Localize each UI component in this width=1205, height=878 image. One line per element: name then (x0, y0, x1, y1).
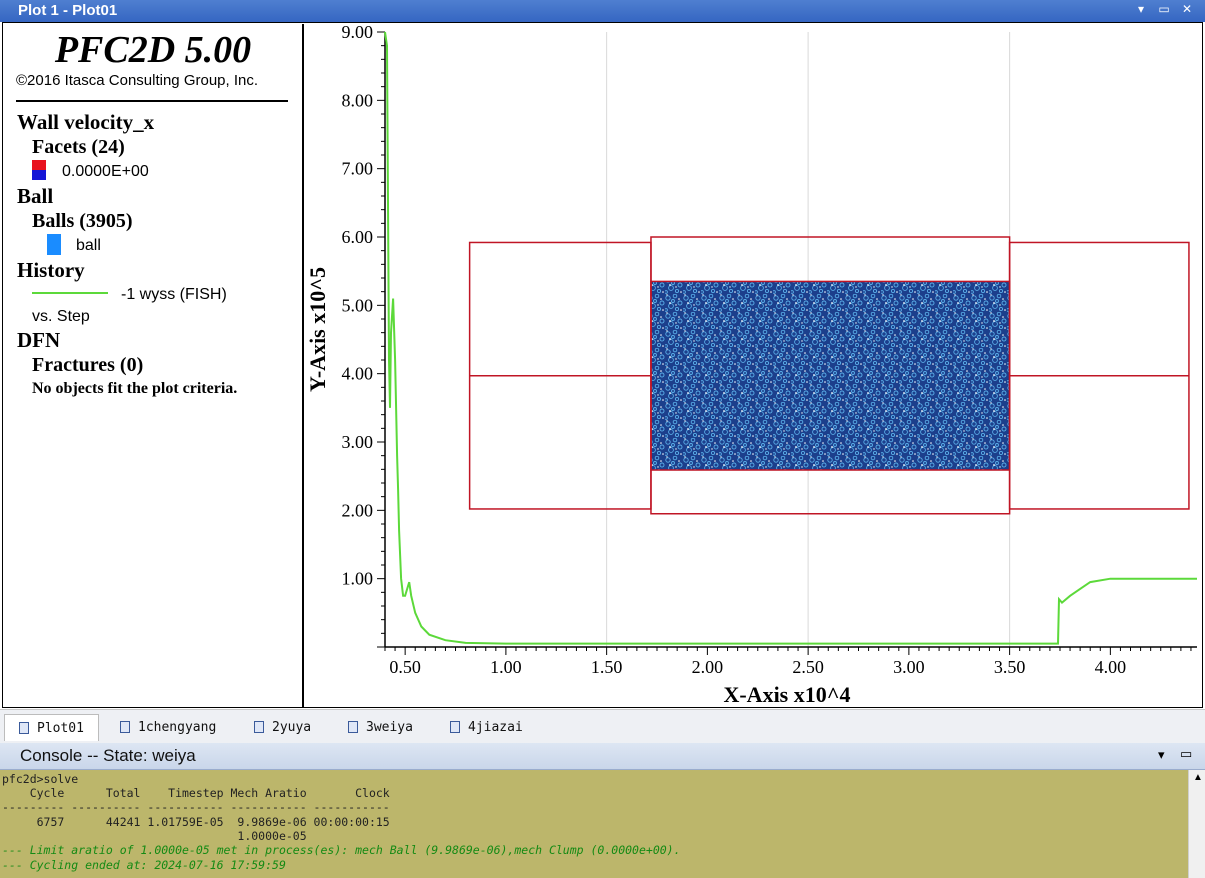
x-tick-label: 2.00 (692, 657, 724, 677)
scroll-up-icon[interactable]: ▲ (1193, 772, 1203, 783)
tab-2yuya[interactable]: 2yuya (240, 714, 325, 740)
history-series-line (384, 31, 1197, 645)
document-icon (450, 721, 460, 733)
copyright-text: ©2016 Itasca Consulting Group, Inc. (16, 72, 259, 89)
y-tick-label: 7.00 (342, 159, 374, 179)
console-scrollbar[interactable]: ▲ (1188, 770, 1205, 878)
chart-svg[interactable]: 0.50 1.00 1.50 2.00 2.50 3.00 3.50 4.00 1.00 2.00… (305, 24, 1202, 707)
window-titlebar: Plot 1 - Plot01 ▾ ▭ ✕ (0, 0, 1205, 22)
console-header: Console -- State: weiya ▾ ▭ (0, 743, 1205, 770)
document-icon (348, 721, 358, 733)
plot-tab-bar: Plot01 1chengyang 2yuya 3weiya 4jiazai (0, 709, 1205, 744)
y-tick-label: 1.00 (342, 569, 374, 589)
x-tick-label: 2.50 (792, 657, 824, 677)
tab-1chengyang[interactable]: 1chengyang (106, 714, 230, 740)
fractures-label: Fractures (0) (32, 354, 144, 376)
facet-color-swatch (32, 160, 46, 180)
x-tick-label: 1.00 (490, 657, 522, 677)
tab-label: 4jiazai (468, 719, 523, 735)
ball-heading: Ball (17, 184, 54, 208)
y-tick-label: 8.00 (342, 90, 374, 110)
wall-velocity-heading: Wall velocity_x (17, 110, 155, 134)
history-heading: History (17, 258, 85, 282)
console-line: --- Limit aratio of 1.0000e-05 met in pr… (2, 843, 681, 857)
tab-plot01[interactable]: Plot01 (4, 714, 99, 741)
close-icon[interactable]: ✕ (1181, 2, 1193, 16)
dropdown-arrow-icon[interactable]: ▾ (1158, 747, 1165, 762)
history-line-swatch (32, 292, 108, 294)
ball-color-swatch (47, 234, 61, 255)
x-tick-label: 0.50 (389, 657, 421, 677)
x-tick-label: 4.00 (1095, 657, 1127, 677)
fractures-note: No objects fit the plot criteria. (32, 380, 238, 397)
tab-label: 1chengyang (138, 719, 217, 735)
plot-area[interactable]: 0.50 1.00 1.50 2.00 2.50 3.00 3.50 4.00 1.00 2.00… (305, 24, 1202, 707)
window-title: Plot 1 - Plot01 (18, 2, 118, 19)
console-line: Cycle Total Timestep Mech Aratio Clock (2, 786, 390, 800)
document-icon (254, 721, 264, 733)
console-line: 1.0000e-05 (2, 829, 307, 843)
document-icon (120, 721, 130, 733)
x-tick-label: 3.00 (893, 657, 925, 677)
x-tick-label: 3.50 (994, 657, 1026, 677)
console-line: --------- ---------- ----------- -------… (2, 800, 390, 814)
dropdown-arrow-icon[interactable]: ▾ (1137, 2, 1145, 16)
y-tick-label: 9.00 (342, 24, 374, 42)
facets-label: Facets (24) (32, 136, 125, 158)
console-line: 6757 44241 1.01759E-05 9.9869e-06 00:00:… (2, 815, 390, 829)
tab-3weiya[interactable]: 3weiya (334, 714, 427, 740)
x-axis-title: X-Axis x10^4 (723, 682, 850, 707)
y-tick-label: 2.00 (342, 500, 374, 520)
plot-tab-icon (19, 722, 29, 734)
y-tick-label: 4.00 (342, 364, 374, 384)
console-line: --- Cycling ended at: 2024-07-16 17:59:5… (2, 858, 286, 872)
ball-item-label: ball (76, 237, 101, 254)
tab-4jiazai[interactable]: 4jiazai (436, 714, 537, 740)
dfn-heading: DFN (17, 328, 61, 352)
console-output[interactable]: pfc2d>solve Cycle Total Timestep Mech Ar… (0, 770, 1188, 878)
ball-assembly (650, 281, 1010, 471)
tab-label: 2yuya (272, 719, 312, 735)
y-tick-label: 5.00 (342, 295, 374, 315)
app-title: PFC2D 5.00 (54, 29, 252, 71)
x-tick-label: 1.50 (591, 657, 623, 677)
legend-divider (16, 100, 288, 102)
restore-icon[interactable]: ▭ (1180, 746, 1193, 761)
tab-label: 3weiya (366, 719, 413, 735)
y-tick-label: 6.00 (342, 227, 374, 247)
balls-label: Balls (3905) (32, 210, 133, 232)
tab-label: Plot01 (37, 720, 84, 736)
facets-value: 0.0000E+00 (62, 163, 149, 180)
console-title: Console -- State: weiya (20, 746, 196, 765)
legend-panel: PFC2D 5.00 ©2016 Itasca Consulting Group… (4, 24, 304, 707)
y-axis-title: Y-Axis x10^5 (305, 267, 330, 392)
history-vs-label: vs. Step (32, 308, 90, 325)
restore-icon[interactable]: ▭ (1158, 2, 1170, 16)
console-line: pfc2d>solve (2, 772, 79, 786)
y-tick-label: 3.00 (342, 432, 374, 452)
history-item-label: -1 wyss (FISH) (121, 286, 227, 303)
